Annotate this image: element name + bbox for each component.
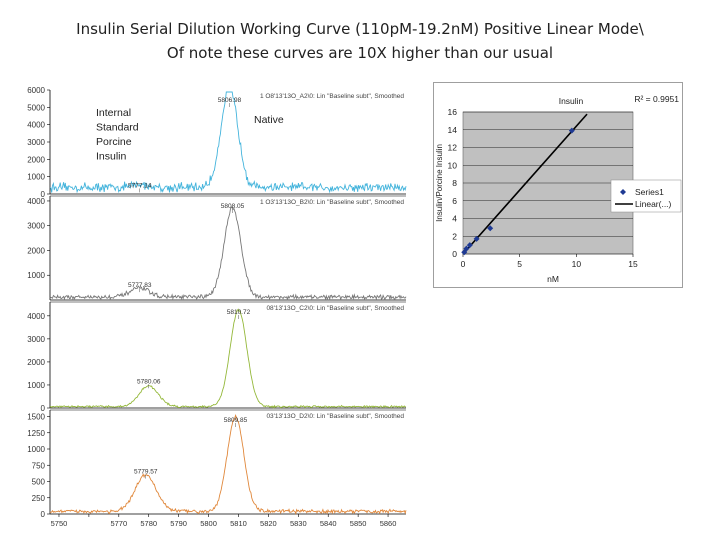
scatter-point xyxy=(473,235,480,242)
spectrum-annotation-internal-standard: Internal xyxy=(96,107,131,119)
spectrum-x-tick-label: 5750 xyxy=(51,519,68,528)
scatter-title: Insulin xyxy=(559,96,584,106)
spectrum-x-tick-label: 5770 xyxy=(110,519,127,528)
spectrum-trace xyxy=(49,91,407,194)
spectrum-trace xyxy=(49,413,407,515)
spectrum-x-tick-label: 5780 xyxy=(140,519,157,528)
spectrum-y-tick-label: 1500 xyxy=(27,413,45,422)
spectrum-y-tick-label: 2000 xyxy=(27,358,45,367)
spectrum-x-tick-label: 5790 xyxy=(170,519,187,528)
spectrum-y-tick-label: 0 xyxy=(41,190,46,199)
scatter-legend: Series1 Linear(...) xyxy=(610,179,682,213)
spectrum-y-tick-label: 750 xyxy=(32,461,46,470)
scatter-x-tick-label: 15 xyxy=(628,259,638,269)
spectrum-peak-label: 5777.83 xyxy=(128,282,152,289)
scatter-point xyxy=(461,249,468,256)
spectrum-panel: 0 250 500 750 1000 1250 1500 03'13'13O_D2\0: Li… xyxy=(27,409,407,519)
spectrum-y-tick-label: 500 xyxy=(32,478,46,487)
spectrum-y-tick-label: 1000 xyxy=(27,445,45,454)
scatter-x-tick-label: 0 xyxy=(461,259,466,269)
spectrum-x-tick-label: 5820 xyxy=(260,519,277,528)
slide-title-line2: Of note these curves are 10X higher than… xyxy=(166,44,554,62)
spectrum-y-tick-label: 1000 xyxy=(27,271,45,280)
scatter-y-tick-label: 0 xyxy=(452,249,457,259)
spectrum-panel: 0 1000 2000 3000 4000 08'13'13O_C2\0: Lin "Ba… xyxy=(27,301,407,413)
spectrum-peak-label: 5810.72 xyxy=(227,309,251,316)
spectrum-x-tick-label: 5840 xyxy=(320,519,337,528)
scatter-y-axis-label: Insulin/Porcine Insulin xyxy=(435,144,444,222)
spectrum-y-tick-label: 1000 xyxy=(27,173,45,182)
scatter-y-tick-label: 16 xyxy=(448,107,458,117)
spectrum-y-tick-label: 3000 xyxy=(27,335,45,344)
spectrum-peak-label: 5808.05 xyxy=(221,203,245,210)
scatter-x-axis-label: nM xyxy=(547,274,559,284)
spectrum-y-tick-label: 4000 xyxy=(27,197,45,206)
spectrum-panel: 1000 2000 3000 4000 1 O3'13'13O_B2\0: Lin "B… xyxy=(27,195,407,301)
spectrum-annotation-internal-standard: Standard xyxy=(96,122,139,134)
scatter-point xyxy=(466,242,473,249)
scatter-x-tick-label: 10 xyxy=(572,259,582,269)
spectrum-x-tick-label: 5860 xyxy=(380,519,397,528)
scatter-point xyxy=(463,245,470,252)
scatter-legend-marker xyxy=(620,189,626,195)
spectrum-annotation-internal-standard: Porcine xyxy=(96,136,132,148)
spectrum-y-tick-label: 1000 xyxy=(27,381,45,390)
spectrum-trace xyxy=(49,206,407,301)
spectrum-x-tick-label: 5810 xyxy=(230,519,247,528)
scatter-trendline xyxy=(462,113,588,255)
spectrum-y-tick-label: 2000 xyxy=(27,155,45,164)
scatter-y-tick-label: 8 xyxy=(452,178,457,188)
scatter-legend-series1: Series1 xyxy=(635,187,664,197)
spectrum-y-tick-label: 4000 xyxy=(27,121,45,130)
spectrum-y-tick-label: 1250 xyxy=(27,429,45,438)
calibration-scatter-chart: 0 2 4 6 8 10 12 14 16 0 5 10 15 Insulin R² = 0.9951 nM I… xyxy=(433,82,683,288)
scatter-x-tick-label: 5 xyxy=(517,259,522,269)
spectrum-x-tick-label: 5850 xyxy=(350,519,367,528)
spectrum-peak-label: 5809.85 xyxy=(224,417,248,424)
scatter-y-tick-label: 4 xyxy=(452,214,457,224)
spectrum-header: 03'13'13O_D2\0: Lin "Baseline subt", Smo… xyxy=(266,413,404,420)
spectrum-x-tick-label: 5800 xyxy=(200,519,217,528)
slide-title-line1: Insulin Serial Dilution Working Curve (1… xyxy=(76,20,644,38)
spectrum-y-tick-label: 0 xyxy=(41,510,46,519)
scatter-legend-linear: Linear(...) xyxy=(635,199,672,209)
spectrum-x-tick-label: 5830 xyxy=(290,519,307,528)
spectrum-y-tick-label: 3000 xyxy=(27,222,45,231)
spectrum-panel: 0 1000 2000 3000 4000 5000 6000 1 O8'13'13O_A2\… xyxy=(27,86,407,199)
scatter-y-tick-label: 2 xyxy=(452,231,457,241)
spectrum-y-tick-label: 6000 xyxy=(27,86,45,95)
scatter-y-tick-label: 10 xyxy=(448,160,458,170)
spectrum-header: 1 O8'13'13O_A2\0: Lin "Baseline subt", S… xyxy=(260,93,404,100)
spectrum-trace xyxy=(49,308,407,409)
spectrum-y-tick-label: 0 xyxy=(41,404,46,413)
scatter-y-tick-label: 12 xyxy=(448,143,458,153)
spectrum-y-tick-label: 250 xyxy=(32,494,46,503)
spectrum-y-tick-label: 5000 xyxy=(27,103,45,112)
scatter-y-tick-label: 14 xyxy=(448,125,458,135)
spectrum-peak-label: 5779.57 xyxy=(134,469,158,476)
scatter-point xyxy=(487,225,494,232)
scatter-legend-box xyxy=(610,179,682,213)
spectrum-header: 1 O3'13'13O_B2\0: Lin "Baseline subt", S… xyxy=(260,199,404,206)
spectrum-y-tick-label: 2000 xyxy=(27,246,45,255)
spectrum-annotation-native: Native xyxy=(254,114,284,126)
scatter-point xyxy=(568,127,575,134)
spectrum-peak-label: 5806.98 xyxy=(218,97,242,104)
scatter-y-tick-label: 6 xyxy=(452,196,457,206)
spectrum-y-tick-label: 3000 xyxy=(27,138,45,147)
spectrum-y-tick-label: 4000 xyxy=(27,312,45,321)
spectrum-header: 08'13'13O_C2\0: Lin "Baseline subt", Smo… xyxy=(266,305,404,312)
spectrum-annotation-internal-standard: Insulin xyxy=(96,151,127,163)
spectrum-peak-label: 5777.14 xyxy=(128,182,152,189)
scatter-r2-label: R² = 0.9951 xyxy=(634,94,679,104)
spectrum-peak-label: 5780.06 xyxy=(137,378,161,385)
